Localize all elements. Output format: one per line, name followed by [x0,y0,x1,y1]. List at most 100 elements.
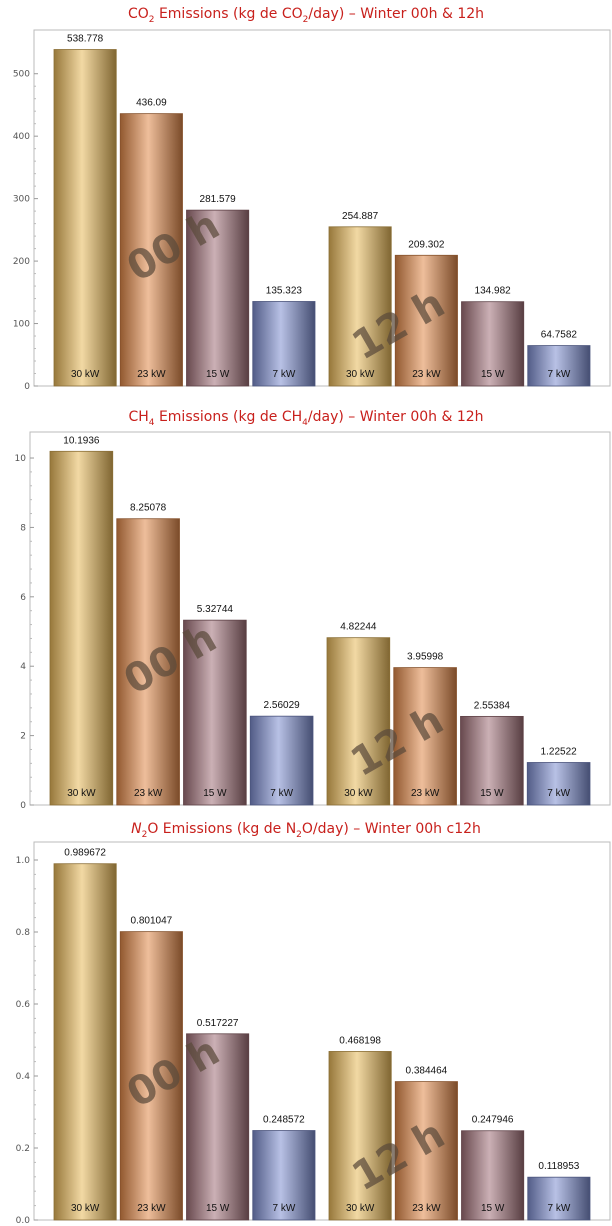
data-label: 10.1936 [63,435,100,446]
data-label: 3.95998 [407,652,444,663]
data-label: 134.982 [475,286,512,297]
title-part: O Emissions (kg de N [147,821,297,837]
data-label: 0.384464 [406,1066,448,1077]
plot-area: 0 2 4 6 8 10 10.1936 30 kW 8.25078 23 kW 5.32744 15… [15,431,611,811]
data-label: 538.778 [67,34,104,45]
data-label: 2.56029 [264,700,301,711]
data-label: 2.55384 [474,700,511,711]
data-label: 5.32744 [197,604,234,615]
data-label: 0.468198 [339,1035,381,1046]
title-part: CH [128,409,149,425]
y-tick-label: 6 [20,593,26,603]
y-tick-label: 100 [13,320,30,330]
title-part: CO [127,6,149,22]
bar-category-label: 30 kW [346,1203,375,1214]
bar [460,715,524,806]
y-tick-label: 10 [15,454,27,464]
y-tick-label: 200 [13,257,30,267]
title-part: /day) – Winter 00h & 12h [307,409,484,425]
data-label: 0.989672 [64,848,106,859]
bar [461,1130,525,1221]
bar [116,518,180,806]
bar-category-label: 15 W [481,1203,505,1214]
bar-category-label: 15 W [206,369,230,380]
bar-category-label: 30 kW [346,369,375,380]
bar-category-label: 30 kW [71,369,100,380]
data-label: 0.517227 [197,1018,239,1029]
y-tick-label: 8 [20,523,26,533]
bar-category-label: 7 kW [547,369,570,380]
y-tick-label: 400 [13,132,30,142]
bar-category-label: 7 kW [272,1203,295,1214]
data-label: 436.09 [136,98,167,109]
bar-category-label: 23 kW [412,1203,441,1214]
bar [461,301,525,387]
bar [49,450,114,806]
data-label: 209.302 [408,239,445,250]
bar [53,49,117,387]
title-subscript: 4 [302,417,308,428]
plot-area: 0 100 200 300 400 500 538.778 30 kW 436.09 23 kW 2… [13,29,611,392]
bar-category-label: 7 kW [547,788,570,799]
y-tick-label: 4 [20,662,26,672]
bar-category-label: 15 W [481,369,505,380]
plot-area: 0.0 0.2 0.4 0.6 0.8 1.0 0.989672 30 kW 0.801047 2… [16,841,611,1226]
bar [249,715,314,806]
bar-category-label: 23 kW [137,369,166,380]
plot-frame [33,29,611,387]
data-label: 254.887 [342,211,379,222]
bar-category-label: 7 kW [272,369,295,380]
bar-category-label: 30 kW [344,788,373,799]
data-label: 0.247946 [472,1115,514,1126]
bar [53,863,117,1221]
title-part: Emissions (kg de CH [154,409,303,425]
title-subscript: 2 [148,14,155,25]
bar [527,1176,591,1221]
bar [183,619,247,806]
bar [186,209,250,387]
bar [328,1051,392,1221]
chart-title: CH4 Emissions (kg de CH4/day) – Winter 0… [0,408,612,432]
title-subscript: 2 [302,14,309,25]
bar [326,637,391,806]
bar [119,931,183,1221]
bar [394,254,458,387]
chart-title: CO2 Emissions (kg de CO2/day) – Winter 0… [0,5,612,29]
data-label: 281.579 [200,194,237,205]
y-tick-label: 300 [13,195,30,205]
bar-category-label: 15 W [206,1203,230,1214]
bar-category-label: 15 W [480,788,504,799]
data-label: 0.248572 [263,1115,305,1126]
plot-frame [33,841,611,1221]
data-label: 64.7582 [541,330,578,341]
y-tick-label: 0.6 [16,1000,31,1010]
title-part: Emissions (kg de CO [154,6,303,22]
title-subscript: 2 [141,829,148,840]
bar-category-label: 30 kW [71,1203,100,1214]
bar [119,113,183,387]
chart-title: N2O Emissions (kg de N2O/day) – Winter 0… [0,820,612,844]
bar-category-label: 7 kW [547,1203,570,1214]
bar-category-label: 23 kW [134,788,163,799]
bar-category-label: 23 kW [411,788,440,799]
data-label: 8.25078 [130,503,167,514]
data-label: 0.801047 [131,916,173,927]
y-tick-label: 2 [20,732,26,742]
title-part: O/day) – Winter 00h c12h [301,821,481,837]
bar-category-label: 7 kW [270,788,293,799]
bar [252,301,316,387]
title-part: N [131,821,142,837]
bar-category-label: 23 kW [137,1203,166,1214]
bar [527,345,591,387]
y-tick-label: 0.8 [16,928,31,938]
title-subscript: 2 [296,829,302,840]
bar-category-label: 30 kW [67,788,96,799]
data-label: 0.118953 [538,1161,579,1172]
bar [252,1130,316,1221]
y-tick-label: 0.0 [16,1216,31,1226]
y-tick-label: 1.0 [16,856,31,866]
title-part: /day) – Winter 00h & 12h [308,6,485,22]
y-tick-label: 0 [20,801,26,811]
y-tick-label: 0.2 [16,1144,30,1154]
y-tick-label: 500 [13,70,30,80]
